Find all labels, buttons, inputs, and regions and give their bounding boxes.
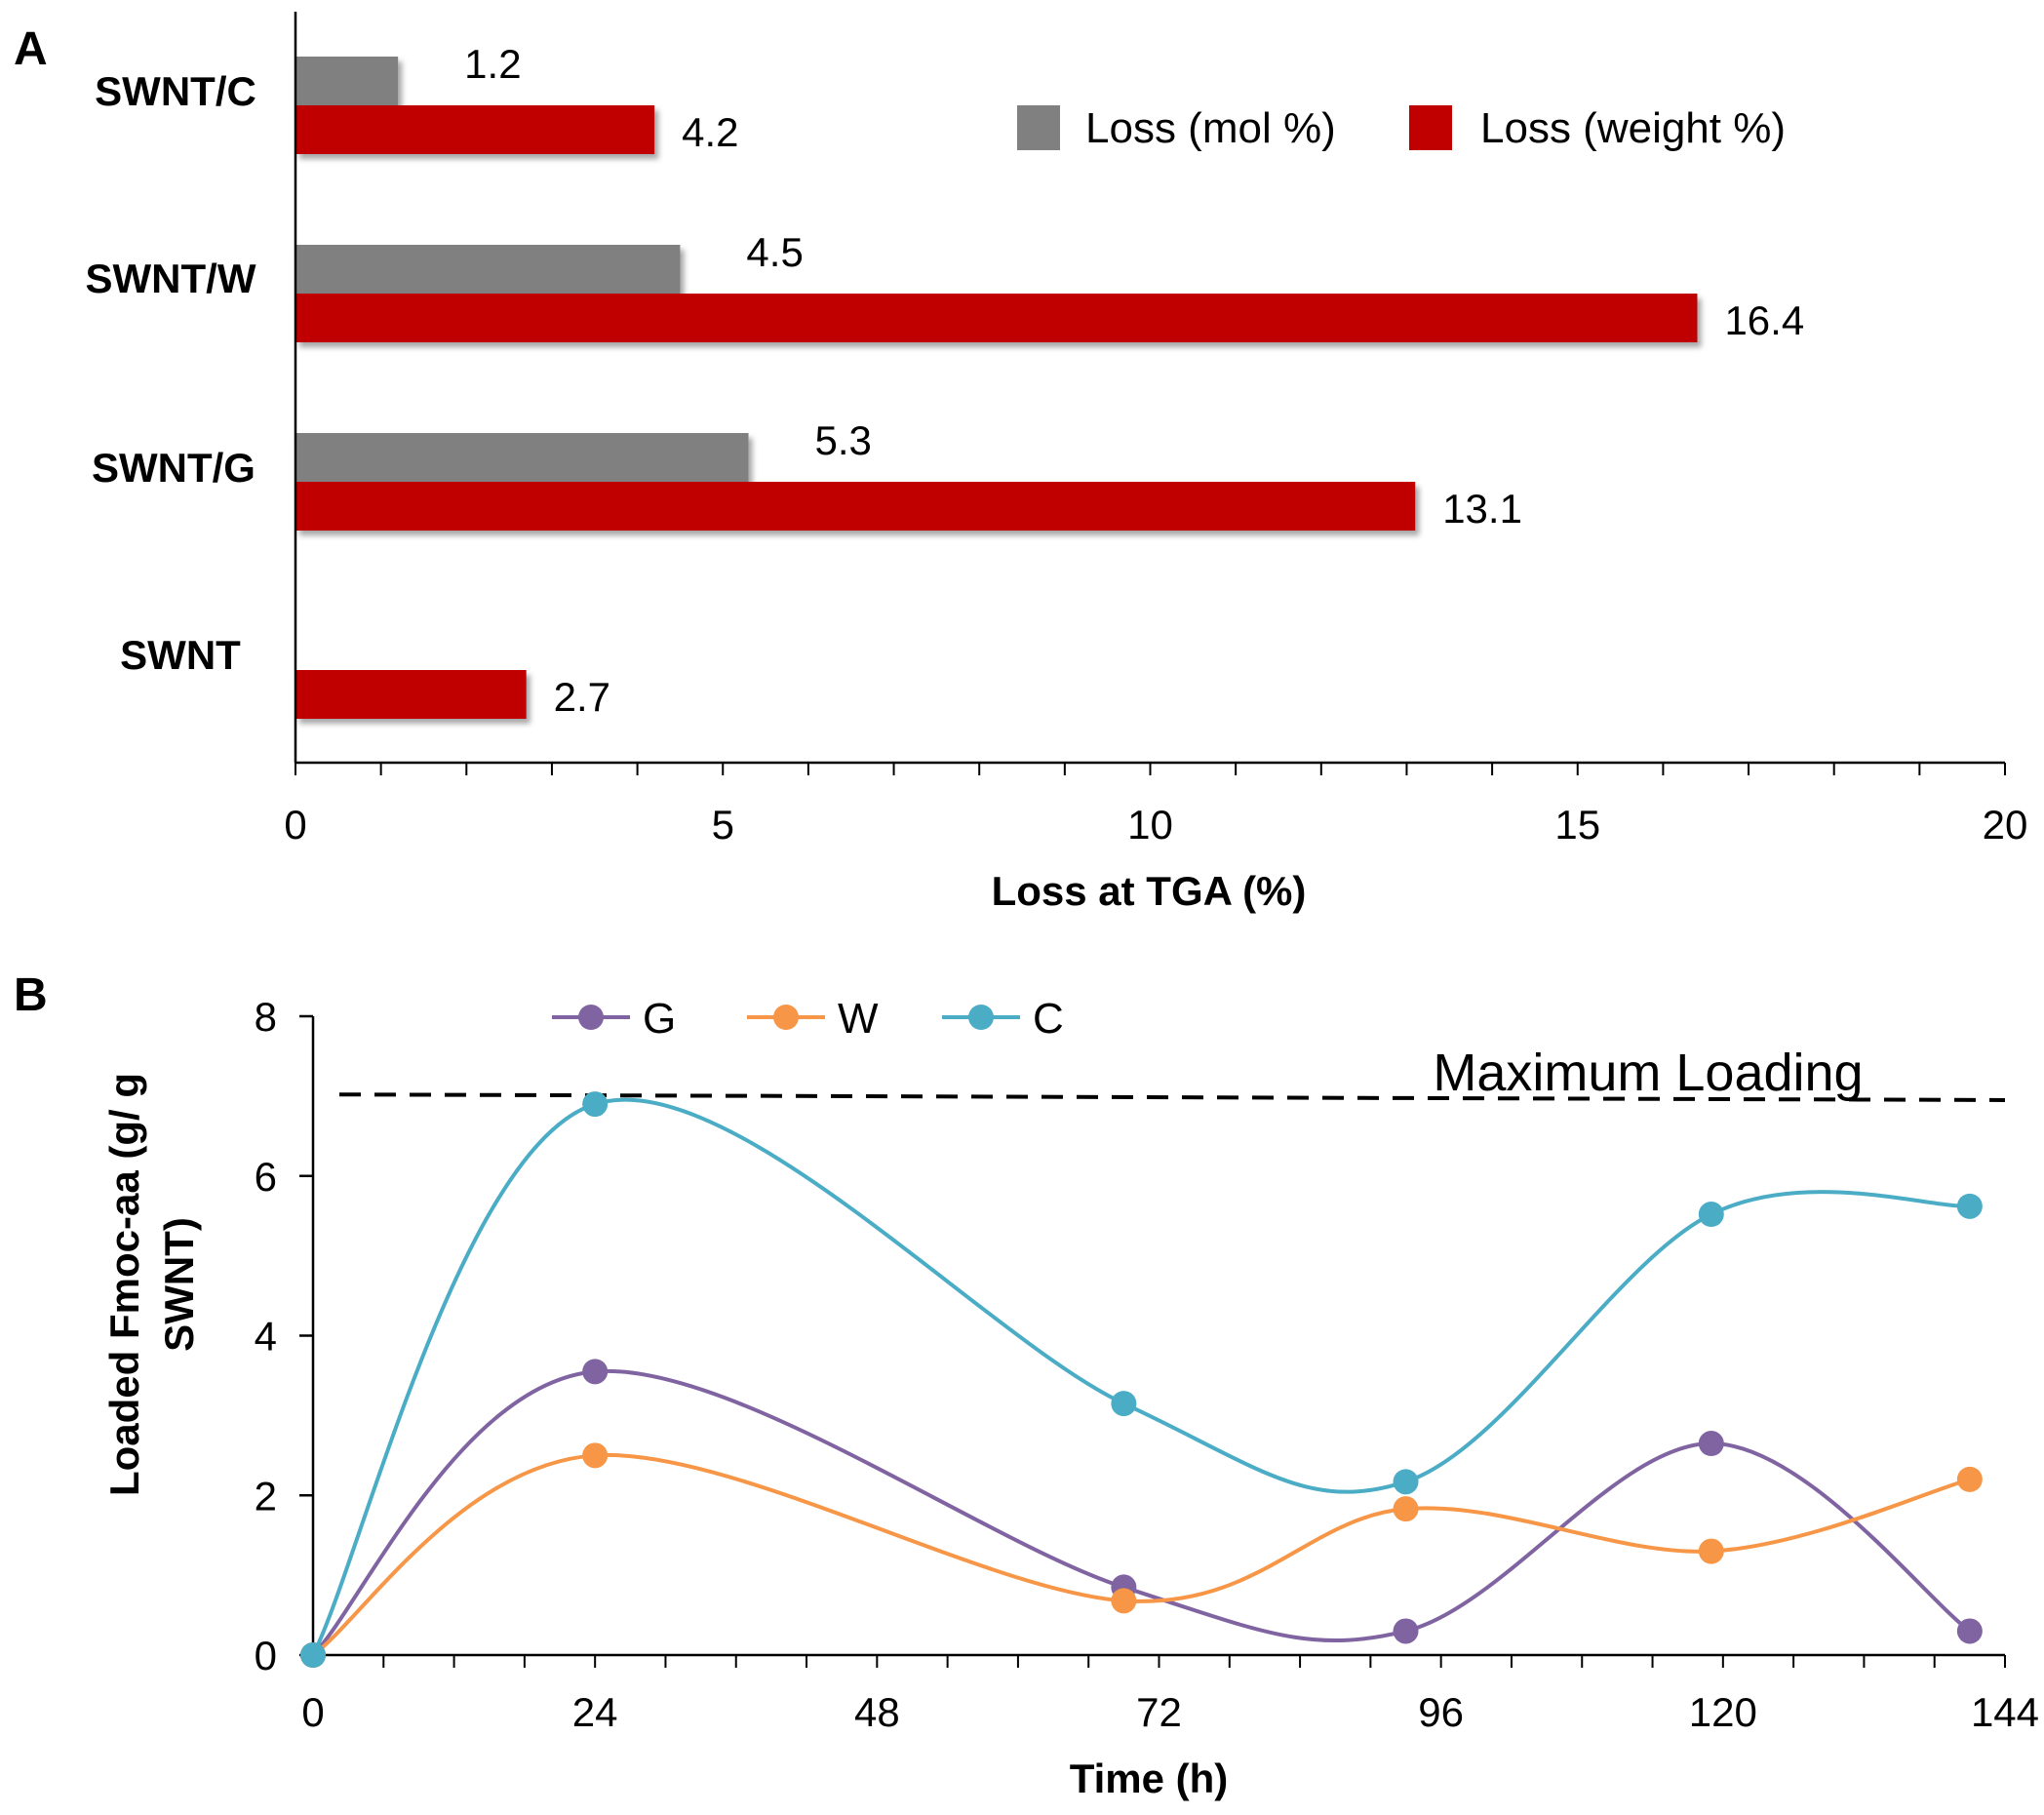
data-point (1956, 1193, 1983, 1219)
data-point (582, 1442, 609, 1469)
panel-b-series-lines (300, 1091, 1983, 1668)
series-C (300, 1091, 1983, 1668)
bar-weight-percent (295, 294, 1698, 342)
data-label: 5.3 (815, 417, 872, 463)
data-point (1111, 1391, 1137, 1417)
data-point (1956, 1466, 1983, 1492)
data-point (1698, 1202, 1724, 1228)
series-W (300, 1442, 1983, 1668)
category-label: SWNT/C (95, 68, 256, 114)
panel-a-tick-labels: 0 5 10 15 20 (284, 802, 2027, 848)
x-tick-label: 48 (854, 1689, 900, 1735)
panel-a-letter: A (14, 23, 48, 75)
x-tick-label: 144 (1971, 1689, 2039, 1735)
series-G (300, 1359, 1983, 1668)
x-tick-label: 120 (1689, 1689, 1757, 1735)
legend-swatch-mol (1017, 105, 1060, 150)
legend-marker (968, 1005, 994, 1030)
legend-label: C (1033, 995, 1064, 1043)
panel-a-bar-chart: A 1.24.24.516.45.313.12.7 SWNT/CSWNT/WSW… (14, 12, 2027, 914)
bar-weight-percent (295, 105, 655, 154)
panel-b-letter: B (14, 969, 48, 1021)
x-tick-label: 10 (1127, 802, 1173, 848)
data-point (582, 1359, 609, 1385)
maximum-loading-label: Maximum Loading (1433, 1044, 1863, 1102)
x-tick-label: 24 (572, 1689, 618, 1735)
bar-mol-percent (295, 57, 399, 105)
legend-swatch-weight (1409, 105, 1452, 150)
legend-marker (578, 1005, 604, 1030)
bar-mol-percent (295, 245, 681, 294)
data-label: 4.5 (746, 229, 803, 275)
category-label: SWNT/G (92, 445, 256, 491)
y-tick-label: 4 (255, 1314, 277, 1360)
category-label: SWNT/W (86, 256, 256, 301)
data-label: 1.2 (464, 41, 521, 87)
panel-b-reference-line: Maximum Loading (338, 1044, 2006, 1102)
data-point (582, 1091, 609, 1118)
x-tick-label: 0 (301, 1689, 324, 1735)
panel-b-axes (299, 1014, 2006, 1668)
panel-a-category-labels: SWNT/C SWNT/W SWNT/G SWNT (86, 68, 256, 678)
x-tick-label: 72 (1136, 1689, 1182, 1735)
panel-a-axes (294, 12, 2006, 775)
data-point (1393, 1618, 1419, 1644)
legend-marker (773, 1005, 799, 1030)
data-label: 13.1 (1442, 486, 1522, 532)
legend-label: Loss (mol %) (1085, 104, 1336, 152)
panel-a-bars: 1.2 4.2 4.5 16.4 5.3 13.1 2.7 (295, 41, 1804, 720)
x-tick-label: 96 (1418, 1689, 1464, 1735)
x-tick-label: 5 (712, 802, 734, 848)
x-tick-label: 20 (1983, 802, 2028, 848)
data-point (1393, 1496, 1419, 1522)
legend-label: Loss (weight %) (1480, 104, 1786, 152)
data-point (1698, 1538, 1724, 1564)
bar-weight-percent (295, 482, 1416, 531)
legend-label: G (643, 995, 676, 1043)
panel-a-x-axis-title: Loss at TGA (%) (992, 868, 1307, 914)
data-point (1111, 1588, 1137, 1614)
data-point (1956, 1618, 1983, 1644)
panel-b-x-axis-title: Time (h) (1070, 1756, 1229, 1801)
x-tick-label: 0 (284, 802, 306, 848)
bar-mol-percent (295, 433, 749, 482)
maximum-loading-line (338, 1092, 2006, 1102)
y-tick-label: 8 (255, 994, 277, 1040)
data-label: 4.2 (682, 109, 738, 155)
data-label: 16.4 (1724, 297, 1804, 343)
category-label: SWNT (120, 632, 241, 678)
y-tick-label: 2 (255, 1473, 277, 1519)
legend-label: W (838, 995, 879, 1043)
bar-weight-percent (295, 670, 527, 719)
panel-a-legend: Loss (mol %) Loss (weight %) (1017, 104, 1786, 152)
y-axis-title: Loaded Fmoc-aa (g/ g SWNT) (101, 1073, 202, 1496)
data-point (300, 1642, 326, 1668)
x-tick-label: 15 (1554, 802, 1600, 848)
y-tick-label: 0 (255, 1633, 277, 1678)
panel-b-y-axis-title: Loaded Fmoc-aa (g/ g SWNT) (101, 1073, 202, 1496)
y-tick-label: 6 (255, 1154, 277, 1200)
data-point (1393, 1469, 1419, 1495)
data-point (1698, 1431, 1724, 1457)
data-label: 2.7 (554, 674, 610, 720)
